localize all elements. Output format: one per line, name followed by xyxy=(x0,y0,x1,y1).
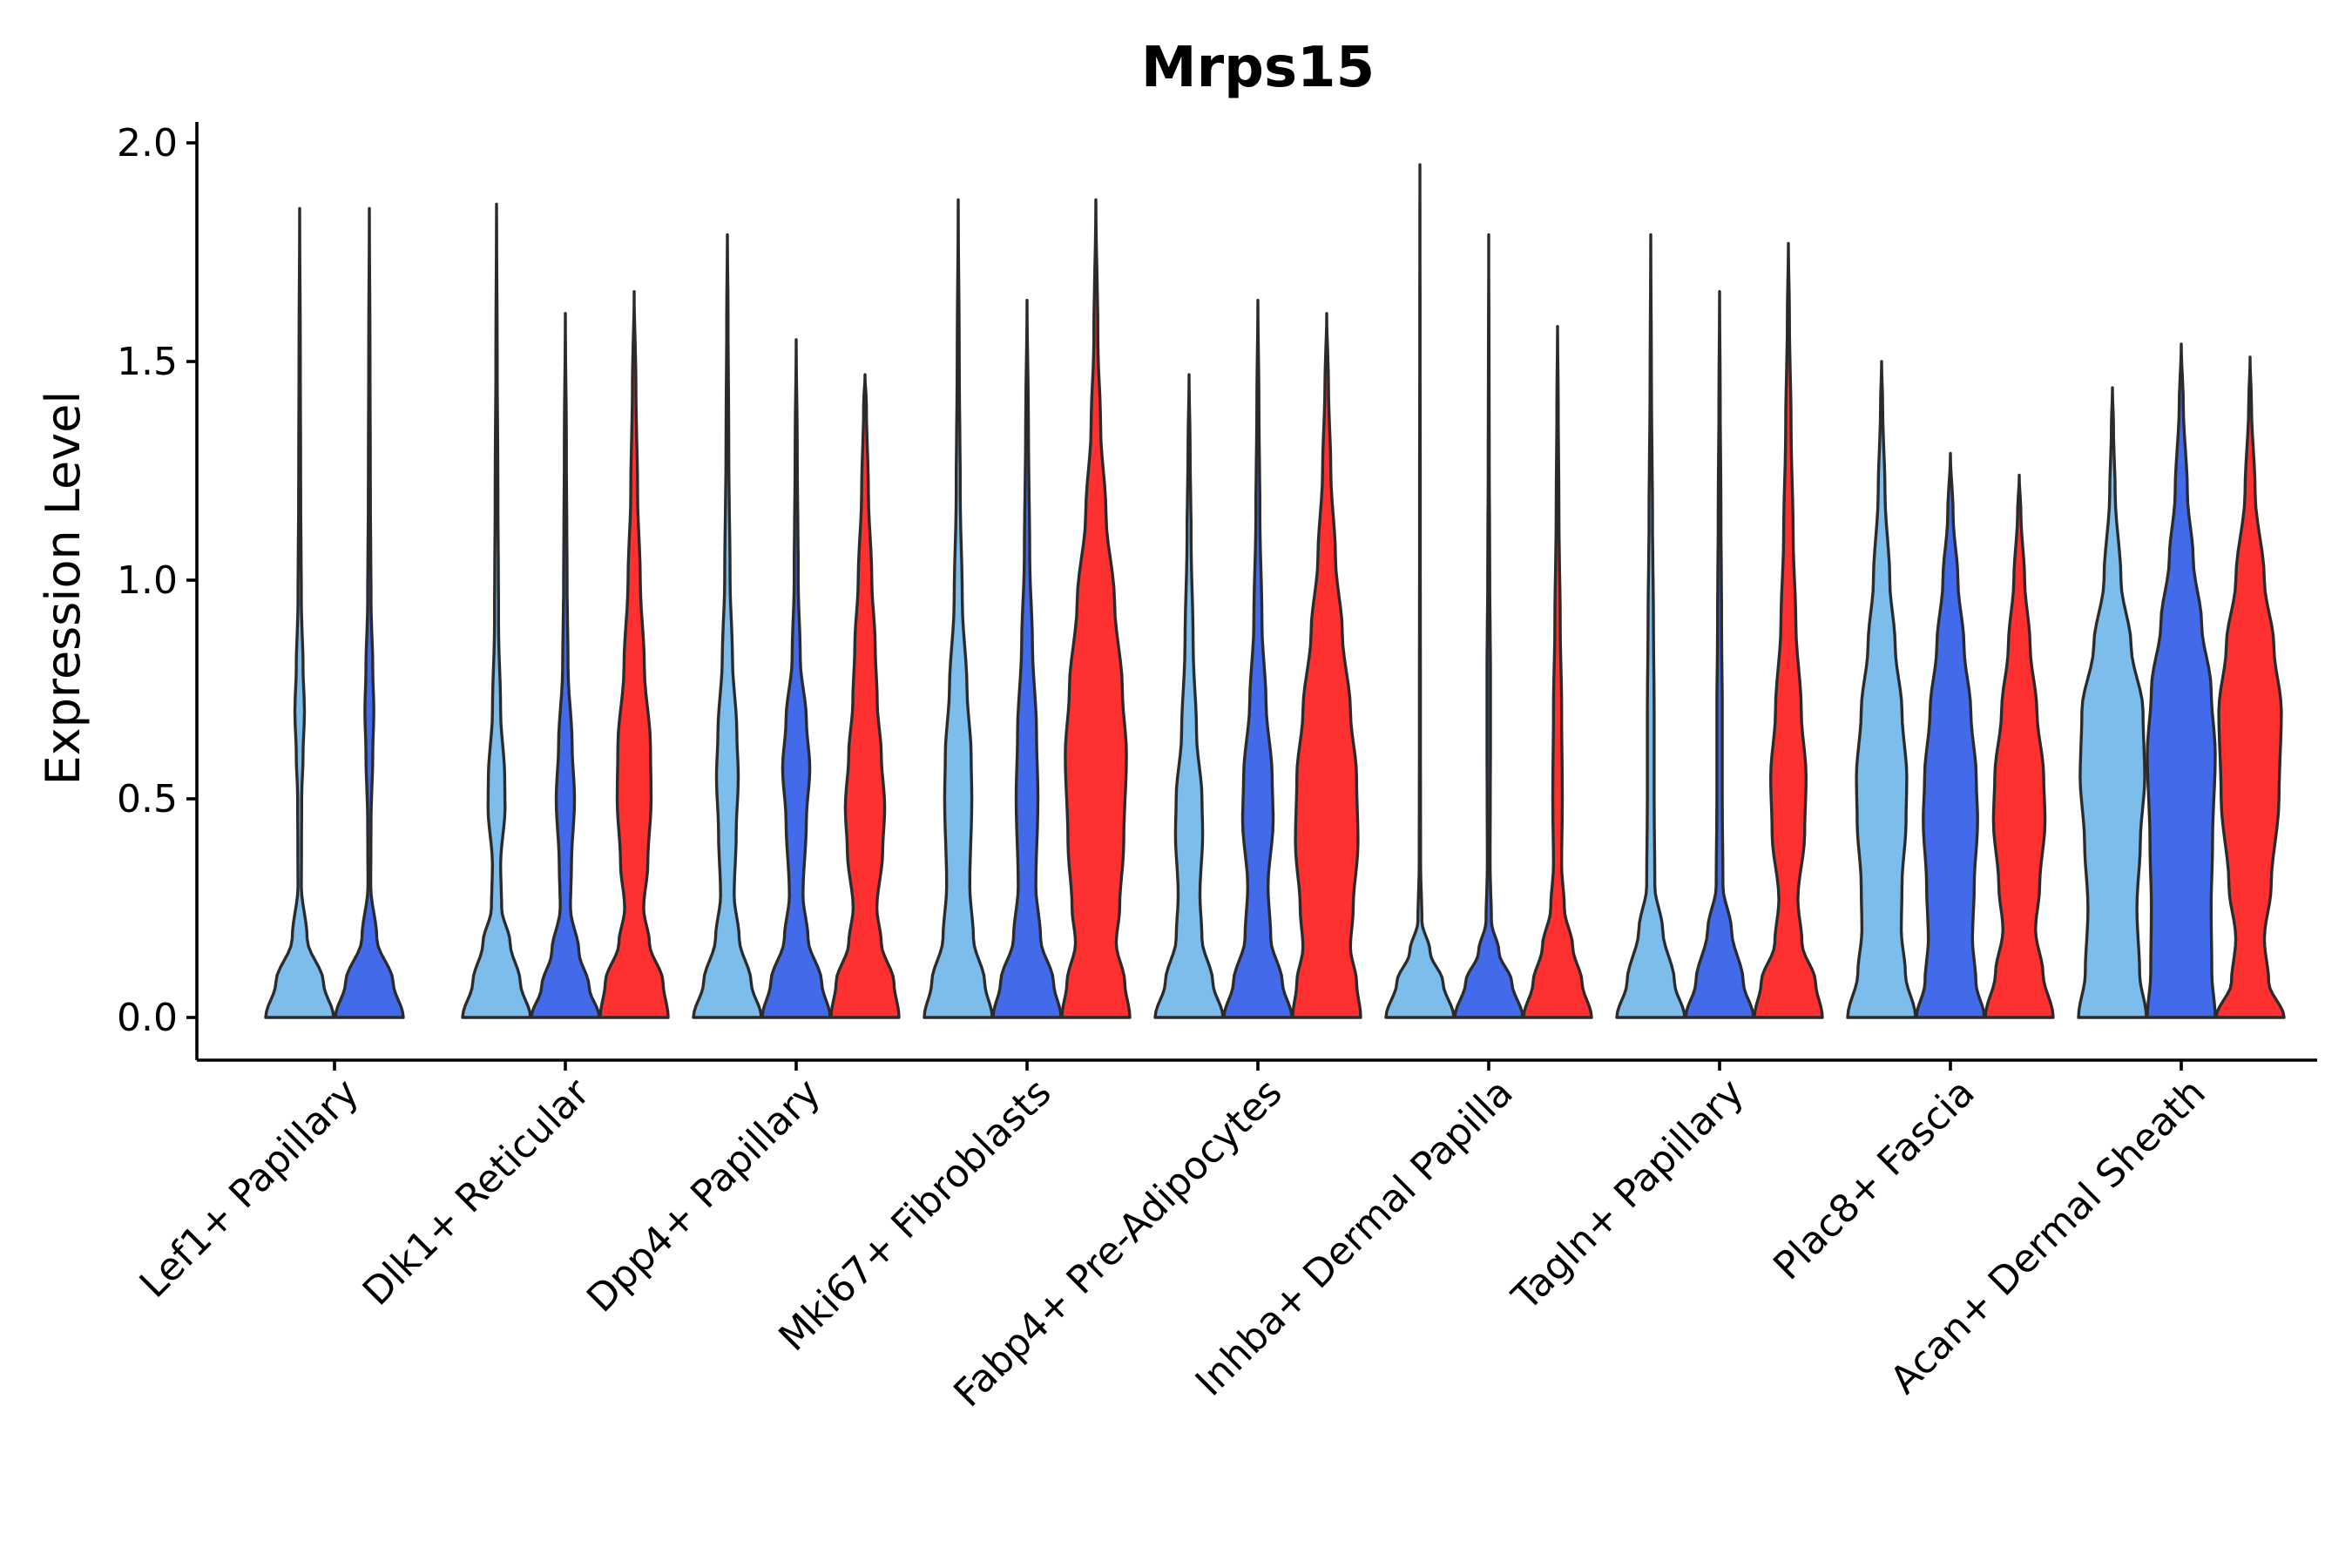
violin-dlk1-reticular-s3 xyxy=(598,290,670,1019)
y-tick-label: 0.5 xyxy=(117,777,178,821)
violin-tagln-papillary-s1 xyxy=(1615,233,1686,1019)
violin-dpp4-papillary-s1 xyxy=(692,233,763,1019)
x-tick-label: Plac8+ Fascia xyxy=(1765,1071,1984,1289)
y-tick-label: 1.0 xyxy=(117,558,178,603)
y-axis-label: Expression Level xyxy=(36,391,91,786)
violin-tagln-papillary-s2 xyxy=(1684,290,1755,1019)
violin-acan-dermal-sheath-s3 xyxy=(2214,355,2286,1019)
violin-plac8-fascia-s1 xyxy=(1846,360,1917,1019)
violin-fabp4-pre-adipocytes-s2 xyxy=(1222,299,1294,1019)
violin-plac8-fascia-s2 xyxy=(1915,451,1986,1019)
x-tick-label: Dlk1+ Reticular xyxy=(355,1070,599,1315)
violin-layer xyxy=(264,163,2286,1019)
x-tick-label: Tagln+ Papillary xyxy=(1504,1071,1753,1320)
y-tick-label: 2.0 xyxy=(117,121,178,166)
x-tick-label: Dpp4+ Papillary xyxy=(578,1071,829,1321)
violin-lef1-papillary-s2 xyxy=(334,206,405,1019)
violin-dlk1-reticular-s1 xyxy=(461,202,532,1019)
violin-acan-dermal-sheath-s2 xyxy=(2146,342,2217,1019)
chart-title: Mrps15 xyxy=(1141,36,1375,100)
y-axis-ticks: 0.0 0.5 1.0 1.5 2.0 xyxy=(117,121,197,1040)
violin-acan-dermal-sheath-s1 xyxy=(2077,386,2148,1019)
violin-dpp4-papillary-s3 xyxy=(829,373,901,1019)
y-tick-label: 0.0 xyxy=(117,996,178,1040)
y-tick-label: 1.5 xyxy=(117,340,178,384)
violin-mki67-fibroblasts-s3 xyxy=(1060,198,1132,1019)
violin-tagln-papillary-s3 xyxy=(1753,241,1824,1019)
violin-plac8-fascia-s3 xyxy=(1984,473,2055,1019)
violin-dlk1-reticular-s2 xyxy=(530,312,601,1019)
violin-lef1-papillary-s1 xyxy=(264,206,335,1019)
violin-inhba-dermal-papilla-s1 xyxy=(1384,163,1456,1019)
violin-fabp4-pre-adipocytes-s1 xyxy=(1153,373,1225,1019)
violin-fabp4-pre-adipocytes-s3 xyxy=(1291,312,1362,1019)
violin-dpp4-papillary-s2 xyxy=(760,338,832,1019)
violin-mki67-fibroblasts-s2 xyxy=(991,299,1063,1019)
violin-mki67-fibroblasts-s1 xyxy=(923,198,994,1019)
violin-inhba-dermal-papilla-s2 xyxy=(1453,233,1524,1019)
x-tick-label: Lef1+ Papillary xyxy=(132,1071,368,1307)
violin-inhba-dermal-papilla-s3 xyxy=(1522,325,1593,1019)
